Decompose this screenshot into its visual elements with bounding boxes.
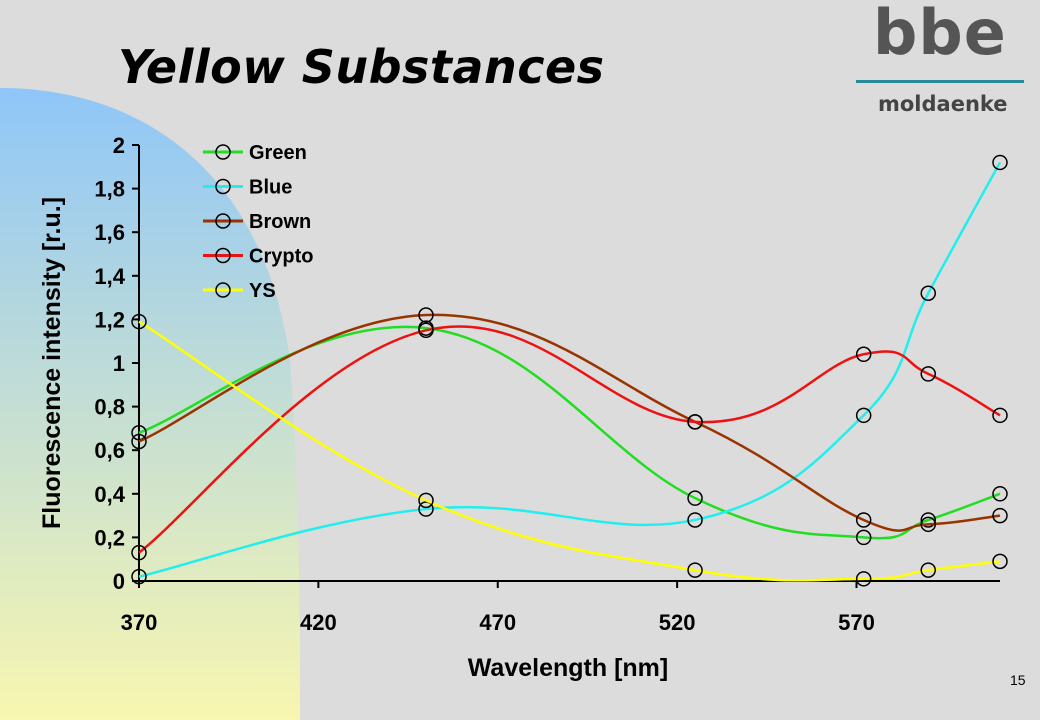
data-point-blue (687, 512, 703, 528)
series-line-blue (138, 161, 1002, 578)
data-point-ys (687, 562, 703, 578)
x-tick-label: 370 (121, 610, 158, 635)
data-point-ys (992, 553, 1008, 570)
brand-logo-line (856, 80, 1024, 83)
legend-marker-ys (215, 282, 231, 298)
legend-marker-blue (215, 178, 231, 195)
data-point-blue (131, 568, 147, 585)
x-tick-label: 420 (300, 610, 337, 635)
data-point-crypto (687, 414, 703, 430)
brand-logo-subtext: moldaenke (878, 92, 1008, 116)
x-tick-label: 470 (479, 610, 516, 635)
y-tick-label: 1,2 (94, 307, 125, 332)
legend-label-crypto: Crypto (249, 246, 313, 268)
legend-marker-brown (215, 213, 231, 229)
y-tick-label: 0,4 (94, 482, 125, 507)
data-point-brown (920, 516, 936, 533)
chart-legend: Green Blue Brown Crypto YS (203, 142, 313, 302)
slide-title: Yellow Substances (118, 40, 605, 94)
y-tick-label: 0,2 (94, 525, 125, 550)
data-point-ys (920, 562, 936, 578)
legend-marker-crypto (215, 247, 231, 264)
y-ticks: 0 0,2 0,4 0,6 0,8 1 1,2 1,4 1,6 1,8 2 (94, 133, 139, 594)
data-point-blue (920, 285, 936, 301)
series-line-crypto (138, 325, 1001, 554)
chart-series (131, 154, 1008, 587)
x-ticks: 370 420 470 520 570 (121, 581, 875, 635)
brand-logo: bbe (873, 0, 1007, 69)
legend-label-green: Green (249, 142, 307, 164)
left-decor-shape (0, 88, 300, 720)
data-point-brown (855, 512, 872, 528)
y-tick-label: 1,4 (94, 264, 125, 289)
y-tick-label: 1,8 (94, 177, 125, 202)
legend-marker-green (215, 144, 231, 160)
data-point-green (687, 490, 703, 506)
data-point-crypto (992, 407, 1008, 424)
legend-label-brown: Brown (249, 211, 311, 233)
data-point-green (855, 529, 872, 546)
data-point-crypto (855, 346, 872, 363)
y-tick-label: 0,8 (94, 395, 125, 420)
y-tick-label: 1,6 (94, 220, 125, 245)
y-tick-label: 2 (113, 133, 125, 158)
page-number: 15 (1010, 672, 1026, 688)
data-point-crypto (920, 366, 936, 382)
data-point-blue (418, 501, 434, 517)
y-axis-label: Fluorescence intensity [r.u.] (38, 197, 66, 529)
series-line-brown (138, 313, 1001, 532)
data-point-blue (855, 407, 872, 424)
y-tick-label: 0,6 (94, 438, 125, 463)
data-point-green (920, 512, 936, 528)
data-point-ys (418, 492, 434, 509)
x-tick-label: 570 (838, 610, 875, 635)
data-point-blue (992, 154, 1008, 171)
data-point-ys (131, 313, 147, 330)
series-line-green (138, 325, 1001, 540)
data-point-brown (131, 433, 147, 450)
x-tick-label: 520 (659, 610, 696, 635)
legend-label-ys: YS (249, 280, 276, 302)
data-point-green (131, 425, 147, 441)
series-line-ys (138, 320, 1001, 582)
data-point-ys (855, 571, 872, 587)
data-point-crypto (131, 544, 147, 561)
legend-label-blue: Blue (249, 177, 292, 199)
y-tick-label: 0 (113, 569, 125, 594)
y-tick-label: 1 (113, 351, 125, 376)
data-point-brown (992, 507, 1008, 524)
data-point-crypto (418, 322, 434, 339)
x-axis-label: Wavelength [nm] (468, 654, 668, 682)
data-point-green (992, 486, 1008, 502)
data-point-brown (418, 307, 434, 323)
